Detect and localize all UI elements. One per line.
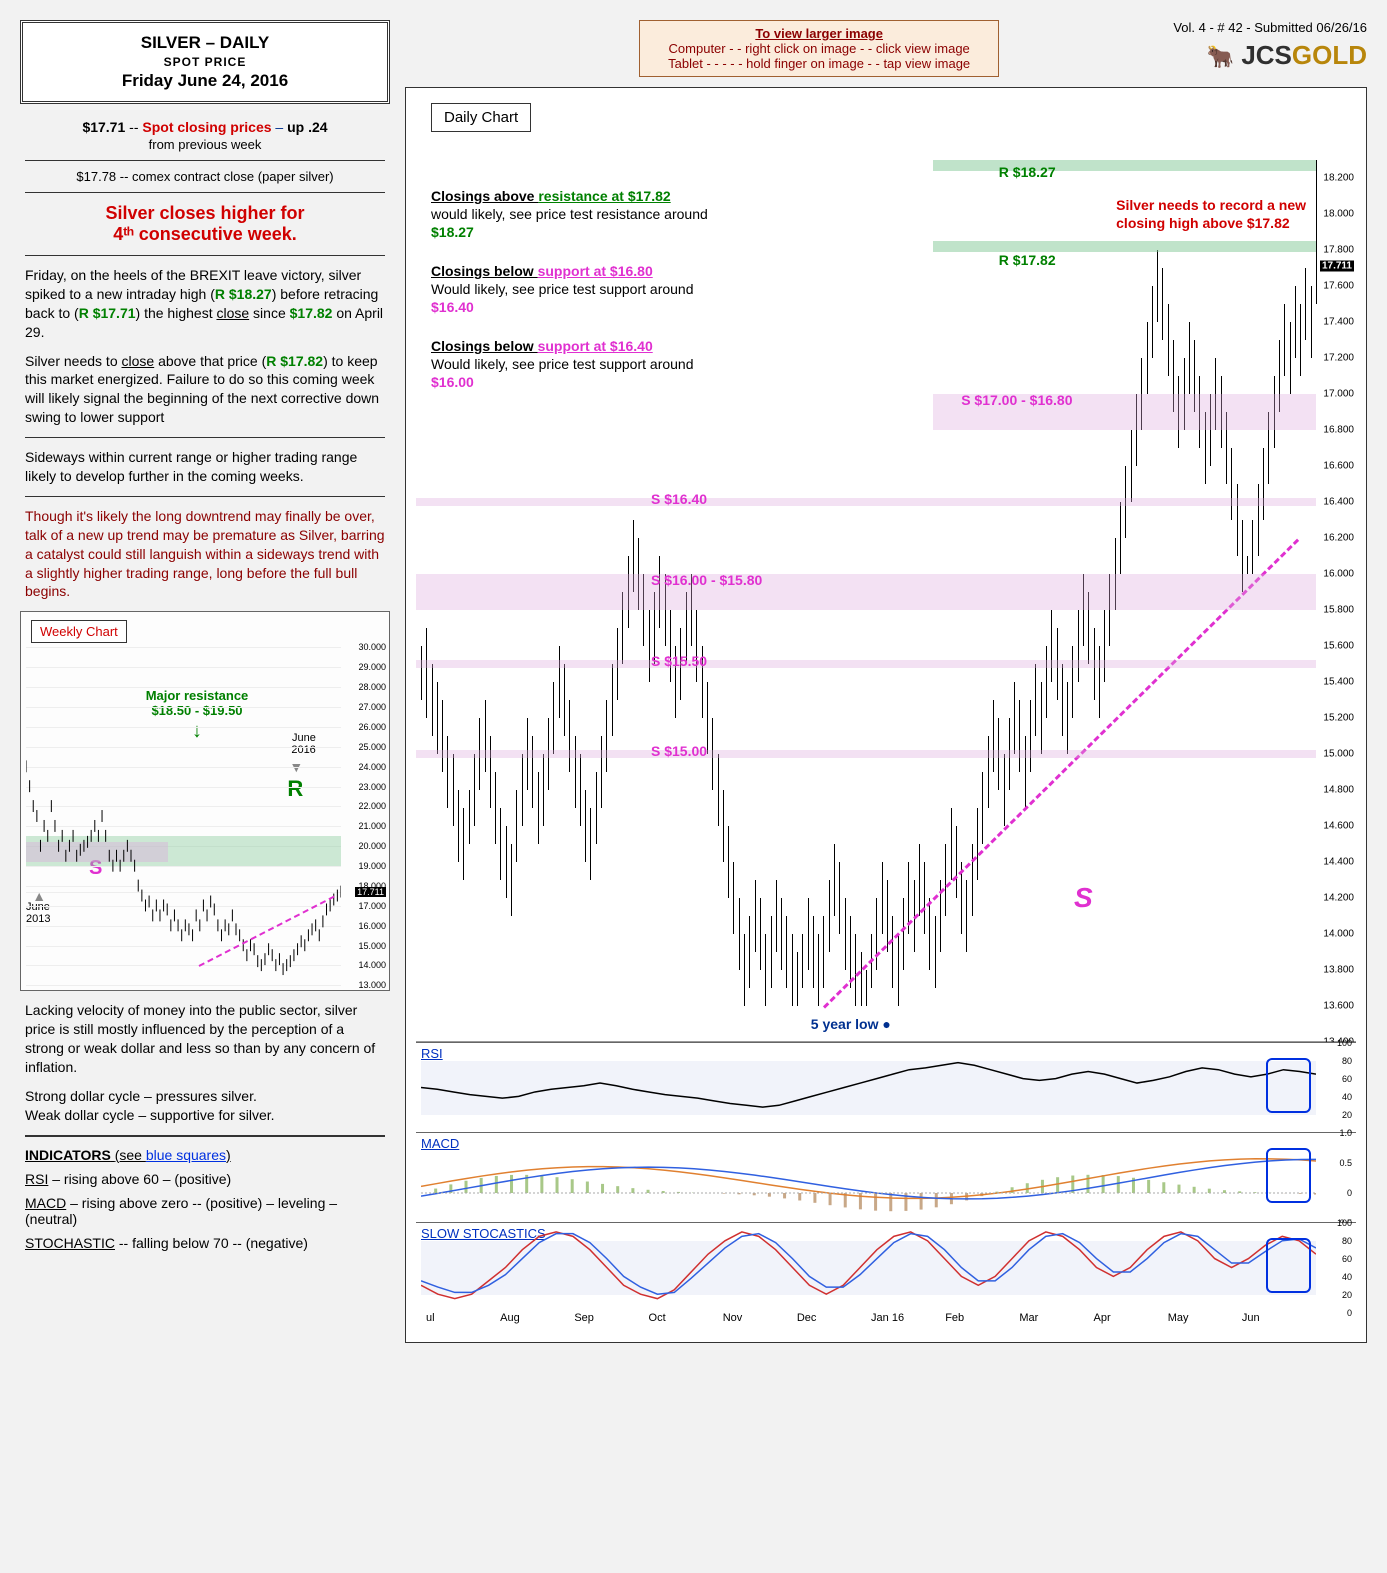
indic-rsi: RSI – rising above 60 – (positive) <box>25 1171 385 1187</box>
comex-line: $17.78 -- comex contract close (paper si… <box>20 169 390 184</box>
spot-prev: from previous week <box>20 137 390 152</box>
daily-chart: Daily Chart Closings above resistance at… <box>405 87 1367 1343</box>
vol-line: Vol. 4 - # 42 - Submitted 06/26/16 <box>1173 20 1367 35</box>
x-axis: ulAugSepOctNovDecJan 16FebMarAprMayJun <box>416 1312 1356 1332</box>
para-6: Strong dollar cycle – pressures silver. … <box>25 1087 385 1125</box>
para-3: Sideways within current range or higher … <box>25 448 385 486</box>
y-axis: 18.20018.00017.80017.71117.60017.40017.2… <box>1316 142 1356 1041</box>
rsi-panel: RSI 100806040200 <box>416 1042 1356 1132</box>
para-4: Though it's likely the long downtrend ma… <box>25 507 385 601</box>
title-sub: SPOT PRICE <box>33 55 377 69</box>
view-instructions: To view larger image Computer - - right … <box>639 20 999 77</box>
macd-panel: MACD 1.00.50-0.5 <box>416 1132 1356 1222</box>
para-5: Lacking velocity of money into the publi… <box>25 1001 385 1077</box>
rsi-highlight <box>1266 1058 1311 1113</box>
stoch-panel: SLOW STOCASTICS 100806040200 <box>416 1222 1356 1312</box>
headline: Silver closes higher for 4ᵗʰ consecutive… <box>20 203 390 245</box>
weekly-chart: Weekly Chart Major resistance $18.50 - $… <box>20 611 390 991</box>
bull-icon: 🐂 <box>1207 44 1234 69</box>
indicators-title: INDICATORS (see blue squares) <box>25 1147 385 1163</box>
spot-price-line: $17.71 -- Spot closing prices – up .24 <box>20 119 390 135</box>
title-box: SILVER – DAILY SPOT PRICE Friday June 24… <box>20 20 390 104</box>
macd-highlight <box>1266 1148 1311 1203</box>
logo: 🐂 JCSGOLD <box>1173 40 1367 71</box>
title-main: SILVER – DAILY <box>33 33 377 53</box>
stoch-highlight <box>1266 1238 1311 1293</box>
title-date: Friday June 24, 2016 <box>33 71 377 91</box>
para-2: Silver needs to close above that price (… <box>25 352 385 428</box>
indic-macd: MACD – rising above zero -- (positive) –… <box>25 1195 385 1227</box>
para-1: Friday, on the heels of the BREXIT leave… <box>25 266 385 342</box>
indic-stoch: STOCHASTIC -- falling below 70 -- (negat… <box>25 1235 385 1251</box>
daily-chart-label: Daily Chart <box>431 103 531 132</box>
weekly-chart-label: Weekly Chart <box>31 620 127 643</box>
